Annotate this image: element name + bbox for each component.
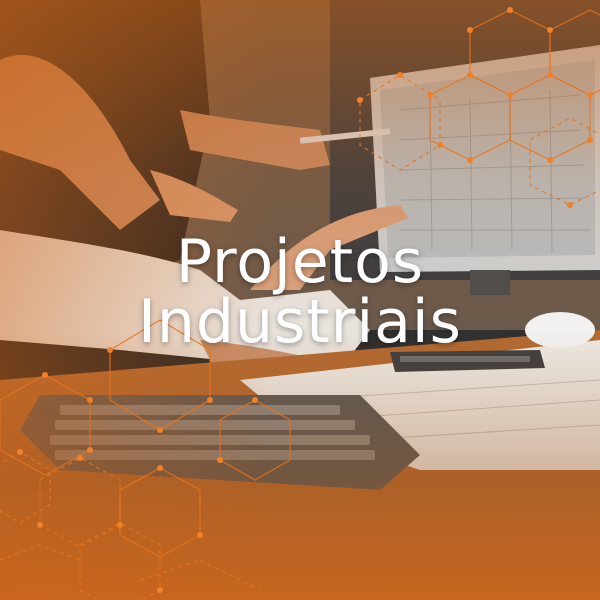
title-line-2: Industriais (138, 287, 462, 357)
title-line-1: Projetos (175, 227, 425, 297)
page-title: Projetos Industriais (0, 232, 600, 352)
